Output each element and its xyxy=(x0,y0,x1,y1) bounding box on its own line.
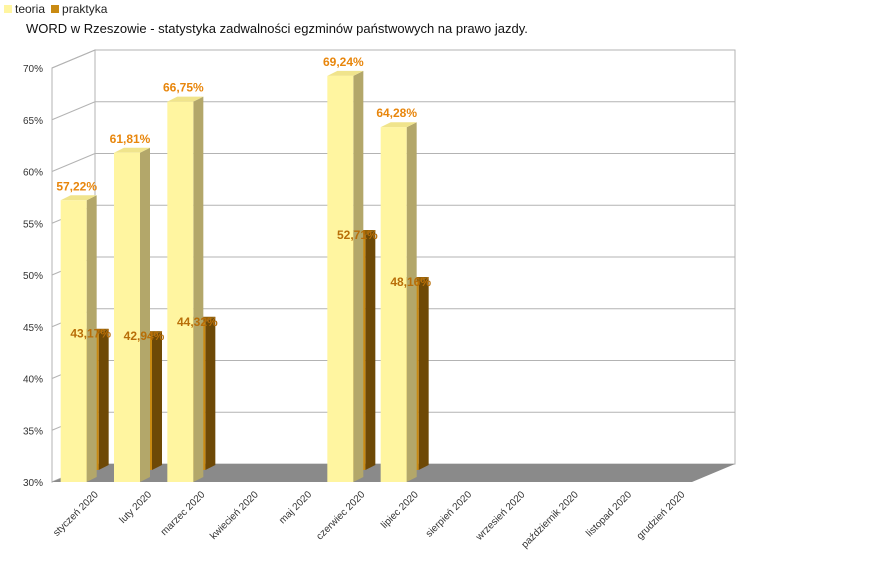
data-label-praktyka: 43,17% xyxy=(70,327,111,341)
x-tick-label: lipiec 2020 xyxy=(379,489,421,531)
bar-teoria xyxy=(167,101,194,482)
bar-side-praktyka xyxy=(365,229,376,470)
x-tick-label: grudzień 2020 xyxy=(635,489,688,542)
y-tick-label: 45% xyxy=(23,323,43,334)
bar-teoria xyxy=(114,152,140,483)
bar-side-praktyka xyxy=(418,277,429,470)
y-tick-label: 60% xyxy=(23,168,43,179)
bar-side-teoria xyxy=(353,70,364,482)
bar-side-teoria xyxy=(406,122,417,483)
legend-swatch-praktyka xyxy=(51,5,60,13)
bar-teoria xyxy=(327,75,354,482)
gridline-side-60 xyxy=(51,153,96,172)
data-label-praktyka: 52,71% xyxy=(337,228,378,242)
bar-side-teoria xyxy=(140,147,150,483)
x-tick-label: czerwiec 2020 xyxy=(314,489,367,542)
chart-title: WORD w Rzeszowie - statystyka zadwalnośc… xyxy=(26,21,528,36)
y-tick-label: 65% xyxy=(23,116,43,127)
bar-top-teoria xyxy=(327,70,364,76)
data-label-praktyka: 42,94% xyxy=(124,329,165,343)
bar-top-teoria xyxy=(380,122,417,128)
bar-side-praktyka xyxy=(98,328,109,470)
bar-side-teoria xyxy=(193,96,204,482)
legend-item-teoria: teoria xyxy=(4,2,45,16)
data-label-teoria: 69,24% xyxy=(323,55,364,69)
x-tick-label: listopad 2020 xyxy=(584,489,634,539)
gridline-side-70 xyxy=(51,49,96,69)
y-tick-label: 50% xyxy=(23,271,43,282)
bar-side-praktyka xyxy=(152,331,162,470)
bar-top-teoria xyxy=(60,195,97,201)
x-tick-label: kwiecień 2020 xyxy=(208,489,261,542)
bar-top-teoria xyxy=(114,147,150,153)
x-tick-label: wrzesień 2020 xyxy=(473,489,527,543)
x-tick-label: styczeń 2020 xyxy=(51,489,101,539)
data-label-teoria: 57,22% xyxy=(56,179,97,193)
bar-side-teoria xyxy=(86,195,97,482)
x-tick-label: maj 2020 xyxy=(277,489,314,526)
data-label-praktyka: 48,16% xyxy=(390,275,431,289)
x-tick-label: luty 2020 xyxy=(118,489,155,526)
bar-teoria xyxy=(380,127,407,483)
x-tick-label: październik 2020 xyxy=(520,489,582,551)
bar-teoria xyxy=(60,200,87,482)
x-tick-label: sierpień 2020 xyxy=(424,489,475,540)
y-tick-label: 55% xyxy=(23,219,43,230)
legend-item-praktyka: praktyka xyxy=(51,2,107,16)
bar-top-teoria xyxy=(167,96,204,102)
legend-label-teoria: teoria xyxy=(15,2,46,16)
y-tick-label: 40% xyxy=(23,375,43,386)
x-tick-label: marzec 2020 xyxy=(159,489,208,538)
y-tick-label: 30% xyxy=(23,478,43,489)
legend-label-praktyka: praktyka xyxy=(62,2,108,16)
bar-side-praktyka xyxy=(205,316,216,470)
data-label-praktyka: 44,32% xyxy=(177,315,218,329)
data-label-teoria: 66,75% xyxy=(163,81,204,95)
gridline-side-65 xyxy=(51,101,96,121)
legend-swatch-teoria xyxy=(4,5,12,13)
data-label-teoria: 61,81% xyxy=(110,132,151,146)
y-tick-label: 35% xyxy=(23,426,43,437)
legend: teoria praktyka xyxy=(4,2,107,16)
data-label-teoria: 64,28% xyxy=(376,106,417,120)
y-tick-label: 70% xyxy=(23,64,43,75)
